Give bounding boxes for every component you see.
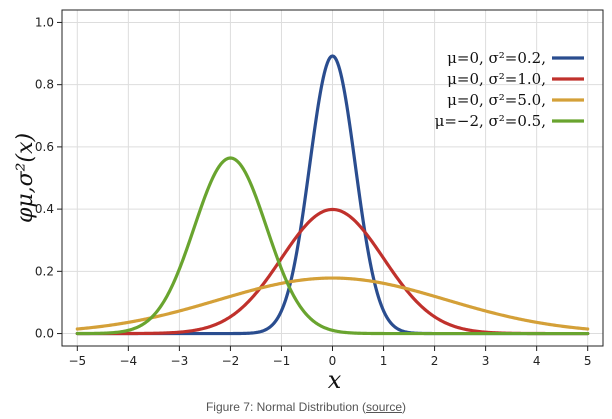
x-tick-label: −4 xyxy=(119,354,137,368)
x-tick-label: 4 xyxy=(533,354,541,368)
x-axis-label: x xyxy=(328,366,342,394)
x-tick-label: 1 xyxy=(380,354,388,368)
x-tick-label: 5 xyxy=(584,354,592,368)
y-axis-label: φμ,σ²(x) xyxy=(13,133,38,223)
source-link[interactable]: source xyxy=(366,400,403,414)
y-axis-label-text: φμ,σ²(x) xyxy=(13,133,38,223)
y-tick-label: 0.0 xyxy=(35,327,54,341)
series-lines xyxy=(75,54,590,336)
y-tick-label: 1.0 xyxy=(35,15,54,29)
y-tick-label: 0.2 xyxy=(35,264,54,278)
y-tick-label: 0.4 xyxy=(35,202,54,216)
legend-label: μ=−2, σ²=0.5, xyxy=(435,112,546,130)
figure-caption: Figure 7: Normal Distribution (source) xyxy=(0,400,612,414)
x-tick-label: −5 xyxy=(68,354,86,368)
x-tick-label: 3 xyxy=(482,354,490,368)
caption-suffix: ) xyxy=(402,400,407,414)
caption-text: Figure 7: Normal Distribution ( xyxy=(205,400,367,414)
x-tick-label: −1 xyxy=(273,354,291,368)
legend-label: μ=0, σ²=0.2, xyxy=(447,49,546,67)
series-line xyxy=(75,276,590,331)
x-tick-label: −3 xyxy=(171,354,189,368)
x-tick-label: 2 xyxy=(431,354,439,368)
series-line xyxy=(75,156,590,336)
y-tick-label: 0.6 xyxy=(35,140,54,154)
legend-label: μ=0, σ²=5.0, xyxy=(447,91,546,109)
legend-label: μ=0, σ²=1.0, xyxy=(447,70,546,88)
legend: μ=0, σ²=0.2, μ=0, σ²=1.0, μ=0, σ²=5.0, μ=−2… xyxy=(435,49,584,130)
x-tick-label: 0 xyxy=(329,354,337,368)
y-tick-label: 0.8 xyxy=(35,78,54,92)
x-tick-label: −2 xyxy=(222,354,240,368)
axis-ticks: −5 −4 −3 −2 −1 0 1 2 3 4 5 0.0 0.2 0.4 0.6 0.8 1.0 xyxy=(35,15,592,368)
plot-frame xyxy=(61,9,604,347)
